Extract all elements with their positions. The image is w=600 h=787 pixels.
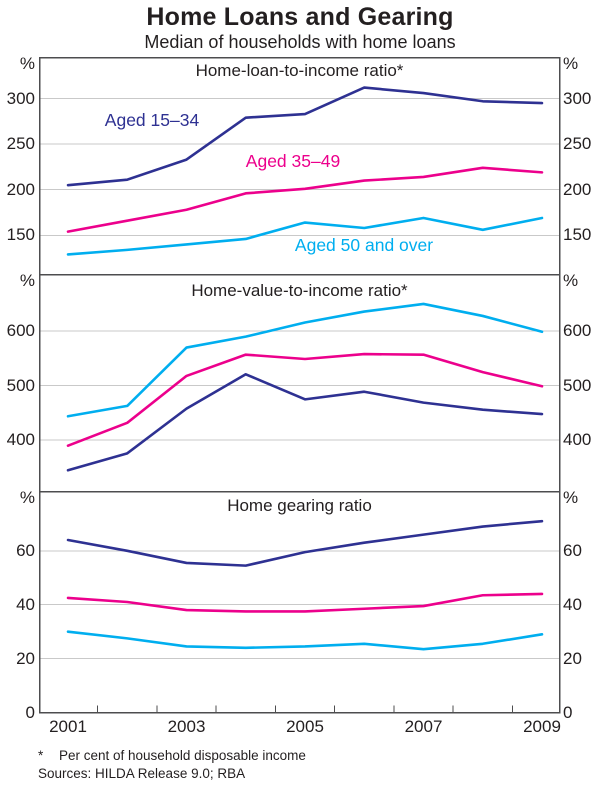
y-tick-label-left: 150 — [6, 225, 35, 245]
series-label-aged-50-and-over: Aged 50 and over — [294, 235, 434, 255]
line-series-aged-15-34 — [66, 519, 544, 567]
chart-title: Home Loans and Gearing — [146, 3, 454, 31]
y-tick-label-right: 40 — [563, 594, 582, 614]
y-tick-label-right: 20 — [563, 648, 582, 668]
panel-title-2: Home-value-to-income ratio* — [191, 281, 408, 300]
y-tick-label-right: 150 — [563, 225, 592, 245]
y-tick-label-right: 300 — [563, 88, 592, 108]
y-axis-unit-right: % — [563, 487, 579, 507]
line-series-aged-50-and-over — [66, 630, 544, 651]
y-tick-label-left: 200 — [6, 179, 35, 199]
y-axis-unit-right: % — [563, 270, 579, 290]
y-tick-label-right: 0 — [563, 702, 573, 722]
y-tick-label-left: 300 — [6, 88, 35, 108]
series-label-aged-35-49: Aged 35–49 — [245, 151, 341, 171]
panel-title-3: Home gearing ratio — [227, 496, 372, 515]
y-tick-label-right: 400 — [563, 430, 592, 450]
y-tick-label-right: 200 — [563, 179, 592, 199]
line-series-aged-15-34 — [66, 372, 544, 472]
footnote-marker: * — [38, 748, 44, 763]
y-tick-label-left: 20 — [16, 648, 35, 668]
footnote: * Per cent of household disposable income — [38, 748, 306, 764]
footnote-text: Per cent of household disposable income — [59, 748, 306, 763]
y-tick-label-left: 40 — [16, 594, 35, 614]
y-tick-label-left: 400 — [6, 430, 35, 450]
line-series-aged-50-and-over — [66, 216, 544, 256]
y-axis-unit-left: % — [19, 53, 35, 73]
y-axis-unit-left: % — [19, 487, 35, 507]
line-series-aged-35-49 — [66, 352, 544, 448]
y-axis-unit-right: % — [563, 53, 579, 73]
line-series-aged-35-49 — [66, 592, 544, 613]
x-tick-label: 2001 — [49, 717, 87, 736]
x-tick-label: 2003 — [167, 717, 206, 736]
y-tick-label-right: 60 — [563, 540, 582, 560]
y-tick-label-left: 500 — [6, 375, 35, 395]
panel-title-1: Home-loan-to-income ratio* — [195, 61, 404, 80]
x-tick-label: 2009 — [523, 717, 561, 736]
y-tick-label-right: 250 — [563, 134, 592, 154]
y-tick-label-left: 600 — [6, 321, 35, 341]
plot-frame — [38, 56, 561, 714]
sources-line: Sources: HILDA Release 9.0; RBA — [38, 766, 246, 781]
y-tick-label-left: 250 — [6, 134, 35, 154]
x-tick-label: 2007 — [404, 717, 443, 736]
x-tick-label: 2005 — [286, 717, 324, 736]
line-series-aged-15-34 — [66, 86, 544, 187]
chart-subtitle: Median of households with home loans — [144, 32, 456, 52]
y-tick-label-left: 0 — [25, 702, 35, 722]
y-axis-unit-left: % — [19, 270, 35, 290]
y-tick-label-left: 60 — [16, 540, 35, 560]
y-tick-label-right: 600 — [563, 321, 592, 341]
line-series-aged-50-and-over — [66, 302, 544, 418]
y-tick-label-right: 500 — [563, 375, 592, 395]
series-label-aged-15-34: Aged 15–34 — [104, 110, 200, 130]
line-series-aged-35-49 — [66, 166, 544, 233]
